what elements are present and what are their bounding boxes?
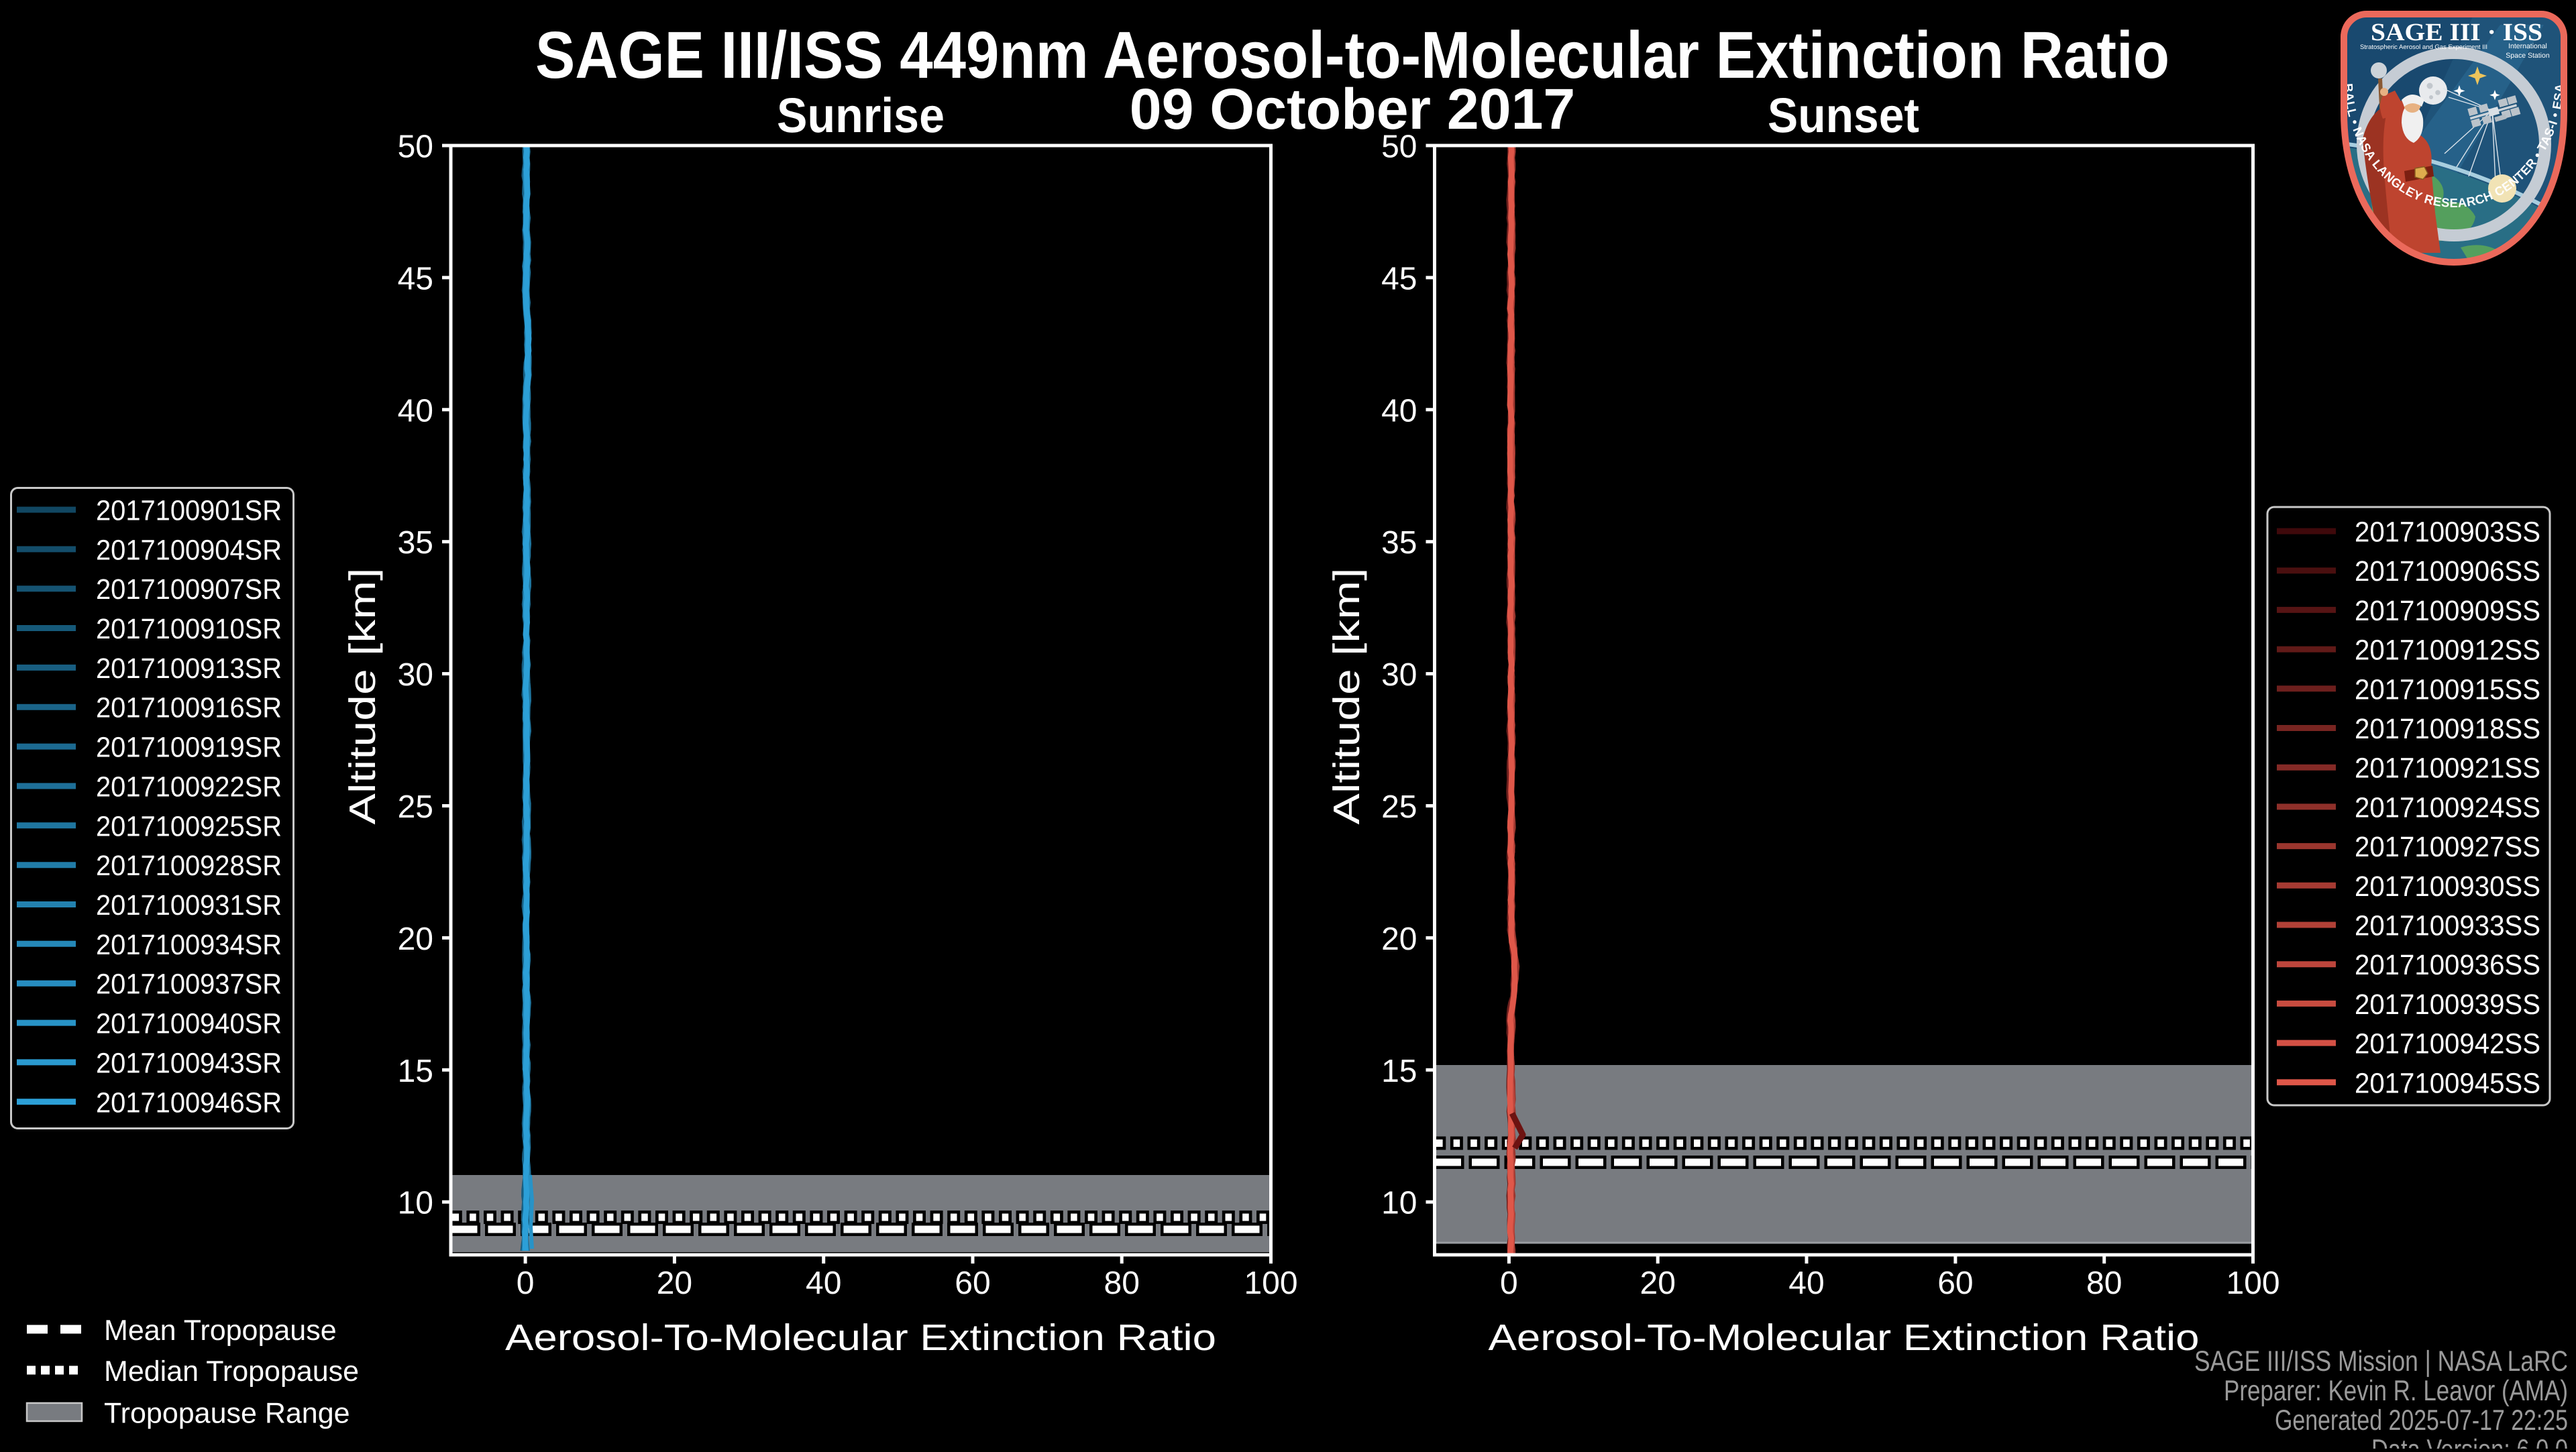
svg-text:2017100940SR: 2017100940SR bbox=[96, 1009, 282, 1040]
svg-text:2017100904SR: 2017100904SR bbox=[96, 535, 282, 566]
svg-text:2017100916SR: 2017100916SR bbox=[96, 693, 282, 724]
svg-text:2017100913SR: 2017100913SR bbox=[96, 653, 282, 685]
svg-text:60: 60 bbox=[1937, 1266, 1973, 1301]
svg-text:2017100942SS: 2017100942SS bbox=[2355, 1029, 2540, 1060]
svg-text:15: 15 bbox=[398, 1054, 433, 1089]
svg-text:Altitude [km]: Altitude [km] bbox=[341, 568, 383, 825]
svg-text:2017100919SR: 2017100919SR bbox=[96, 732, 282, 764]
svg-text:2017100907SR: 2017100907SR bbox=[96, 574, 282, 606]
svg-text:2017100912SS: 2017100912SS bbox=[2355, 635, 2540, 667]
svg-text:25: 25 bbox=[1381, 789, 1417, 825]
svg-text:2017100918SS: 2017100918SS bbox=[2355, 714, 2540, 745]
svg-text:20: 20 bbox=[398, 922, 433, 957]
svg-text:80: 80 bbox=[2086, 1266, 2122, 1301]
svg-text:Space Station: Space Station bbox=[2506, 52, 2550, 60]
svg-text:50: 50 bbox=[1381, 129, 1417, 165]
svg-text:2017100921SS: 2017100921SS bbox=[2355, 753, 2540, 785]
svg-text:60: 60 bbox=[955, 1266, 990, 1301]
svg-text:2017100930SS: 2017100930SS bbox=[2355, 871, 2540, 903]
svg-text:20: 20 bbox=[1381, 922, 1417, 957]
svg-text:SAGE III/ISS 449nm Aerosol-to-: SAGE III/ISS 449nm Aerosol-to-Molecular … bbox=[535, 17, 2169, 92]
svg-text:2017100945SS: 2017100945SS bbox=[2355, 1068, 2540, 1099]
svg-text:Preparer: Kevin R. Leavor (AMA: Preparer: Kevin R. Leavor (AMA) bbox=[2224, 1375, 2568, 1407]
svg-text:45: 45 bbox=[398, 261, 433, 296]
svg-text:2017100910SR: 2017100910SR bbox=[96, 614, 282, 645]
svg-text:2017100934SR: 2017100934SR bbox=[96, 930, 282, 961]
svg-text:2017100924SS: 2017100924SS bbox=[2355, 792, 2540, 824]
svg-text:30: 30 bbox=[1381, 657, 1417, 693]
svg-text:20: 20 bbox=[1640, 1266, 1676, 1301]
svg-text:2017100925SR: 2017100925SR bbox=[96, 811, 282, 842]
svg-text:Mean Tropopause: Mean Tropopause bbox=[104, 1315, 337, 1347]
svg-text:2017100922SR: 2017100922SR bbox=[96, 772, 282, 803]
svg-text:100: 100 bbox=[1244, 1266, 1297, 1301]
svg-text:0: 0 bbox=[1500, 1266, 1518, 1301]
svg-text:40: 40 bbox=[806, 1266, 841, 1301]
svg-text:2017100937SR: 2017100937SR bbox=[96, 969, 282, 1001]
svg-text:2017100936SS: 2017100936SS bbox=[2355, 950, 2540, 981]
svg-text:45: 45 bbox=[1381, 261, 1417, 296]
svg-text:Generated 2025-07-17 22:25: Generated 2025-07-17 22:25 bbox=[2275, 1404, 2568, 1437]
svg-text:40: 40 bbox=[398, 393, 433, 429]
svg-text:Median Tropopause: Median Tropopause bbox=[104, 1355, 359, 1388]
svg-text:2017100915SS: 2017100915SS bbox=[2355, 674, 2540, 706]
svg-text:2017100927SS: 2017100927SS bbox=[2355, 832, 2540, 863]
svg-text:2017100946SR: 2017100946SR bbox=[96, 1087, 282, 1119]
svg-text:09 October 2017: 09 October 2017 bbox=[1130, 77, 1575, 142]
svg-text:Tropopause Range: Tropopause Range bbox=[104, 1398, 350, 1430]
svg-text:10: 10 bbox=[398, 1186, 433, 1221]
svg-text:2017100906SS: 2017100906SS bbox=[2355, 556, 2540, 588]
svg-text:0: 0 bbox=[517, 1266, 535, 1301]
svg-text:Data Version: 6.0.0: Data Version: 6.0.0 bbox=[2371, 1434, 2568, 1449]
svg-text:2017100903SS: 2017100903SS bbox=[2355, 517, 2540, 549]
svg-text:35: 35 bbox=[398, 525, 433, 561]
svg-text:Stratospheric Aerosol and Gas: Stratospheric Aerosol and Gas Experiment… bbox=[2360, 44, 2487, 51]
svg-text:Aerosol-To-Molecular Extinctio: Aerosol-To-Molecular Extinction Ratio bbox=[1489, 1317, 2200, 1358]
svg-text:2017100928SR: 2017100928SR bbox=[96, 850, 282, 882]
svg-text:2017100931SR: 2017100931SR bbox=[96, 890, 282, 922]
svg-text:SAGE III · ISS: SAGE III · ISS bbox=[2371, 19, 2542, 46]
svg-text:40: 40 bbox=[1788, 1266, 1824, 1301]
svg-text:80: 80 bbox=[1104, 1266, 1140, 1301]
svg-text:2017100901SR: 2017100901SR bbox=[96, 496, 282, 527]
svg-text:2017100943SR: 2017100943SR bbox=[96, 1048, 282, 1079]
svg-text:35: 35 bbox=[1381, 525, 1417, 561]
svg-text:20: 20 bbox=[657, 1266, 692, 1301]
svg-text:50: 50 bbox=[398, 129, 433, 165]
svg-text:Aerosol-To-Molecular Extinctio: Aerosol-To-Molecular Extinction Ratio bbox=[505, 1317, 1216, 1358]
svg-text:2017100933SS: 2017100933SS bbox=[2355, 911, 2540, 942]
svg-text:SAGE III/ISS Mission | NASA La: SAGE III/ISS Mission | NASA LaRC bbox=[2194, 1345, 2568, 1378]
svg-text:100: 100 bbox=[2226, 1266, 2279, 1301]
svg-text:Sunrise: Sunrise bbox=[777, 89, 945, 143]
svg-text:25: 25 bbox=[398, 789, 433, 825]
svg-text:15: 15 bbox=[1381, 1054, 1417, 1089]
svg-text:2017100939SS: 2017100939SS bbox=[2355, 989, 2540, 1021]
svg-text:Altitude [km]: Altitude [km] bbox=[1326, 568, 1367, 825]
svg-text:International: International bbox=[2508, 42, 2547, 50]
svg-text:30: 30 bbox=[398, 657, 433, 693]
svg-text:Sunset: Sunset bbox=[1768, 89, 1919, 143]
svg-text:40: 40 bbox=[1381, 393, 1417, 429]
svg-text:10: 10 bbox=[1381, 1186, 1417, 1221]
svg-text:2017100909SS: 2017100909SS bbox=[2355, 596, 2540, 627]
